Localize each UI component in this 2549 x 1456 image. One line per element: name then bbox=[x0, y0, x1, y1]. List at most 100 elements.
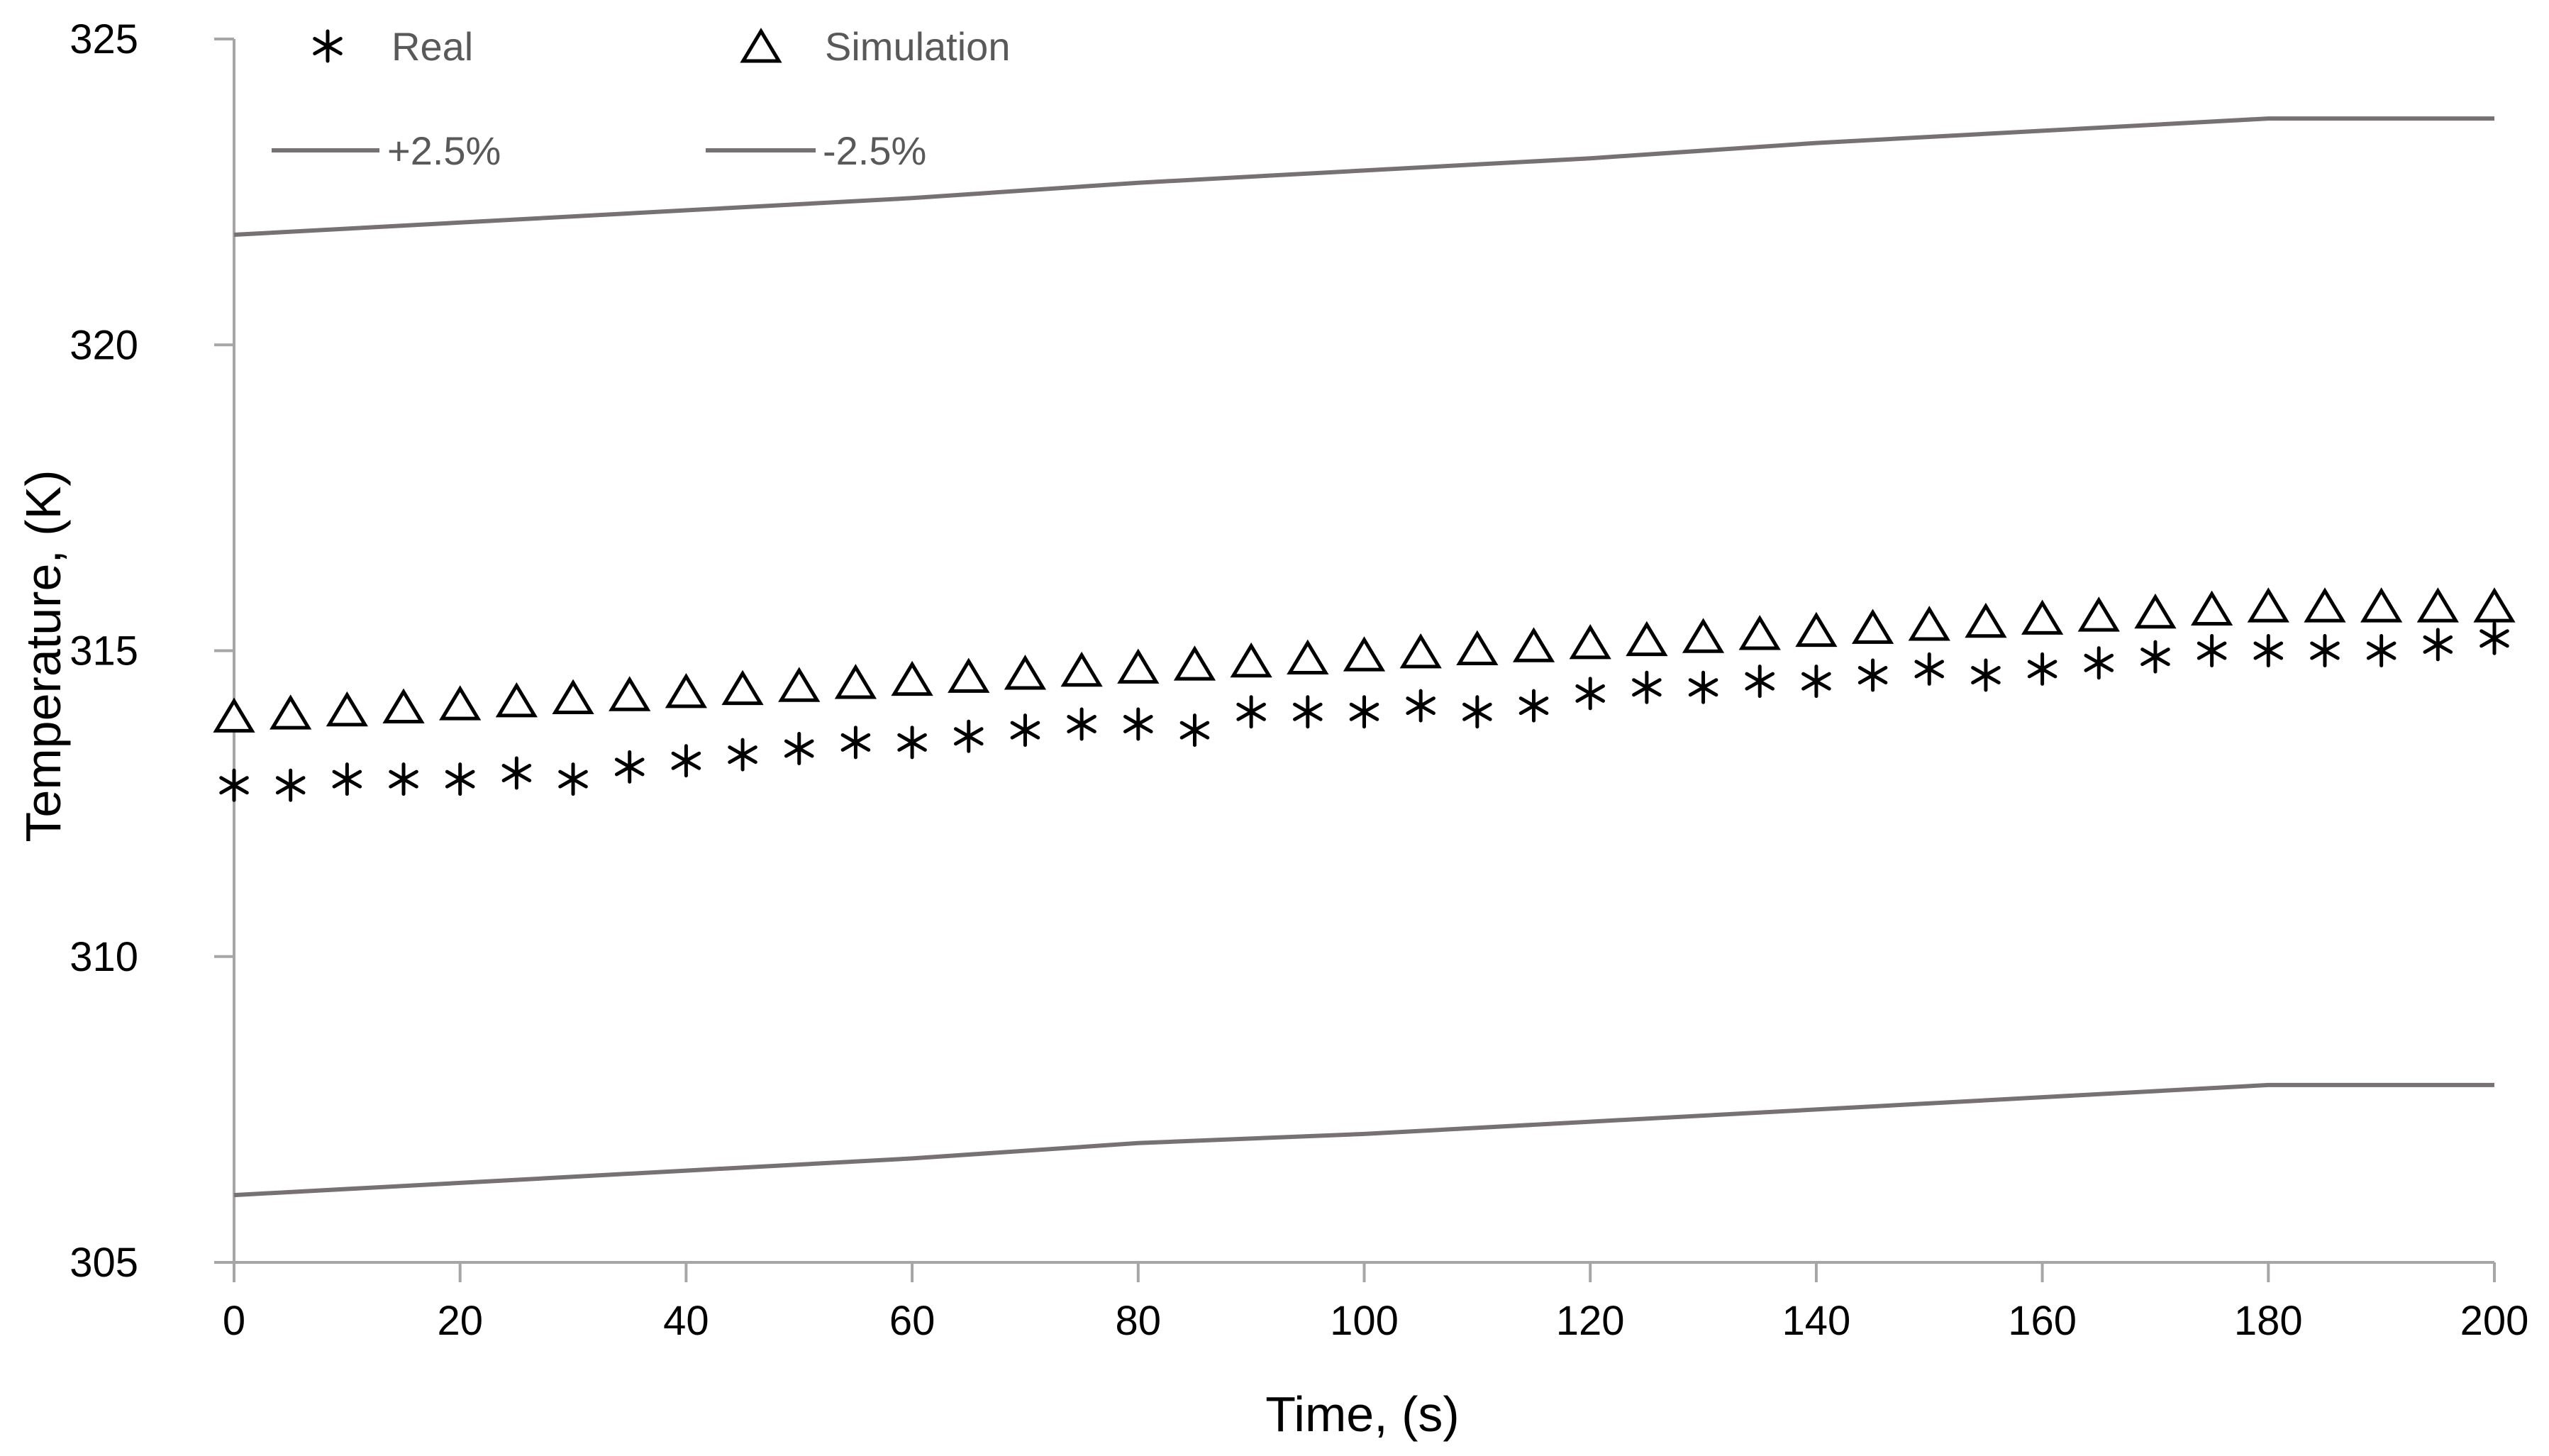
real-point bbox=[1349, 695, 1379, 729]
real-point-stroke bbox=[1857, 666, 1888, 684]
real-point-stroke bbox=[1067, 715, 1096, 733]
real-point bbox=[671, 744, 701, 778]
simulation-point bbox=[2416, 587, 2459, 623]
real-point bbox=[840, 726, 871, 760]
real-point-stroke bbox=[1518, 696, 1549, 716]
x-tick-label: 40 bbox=[663, 1298, 709, 1344]
simulation-point bbox=[2134, 593, 2177, 629]
axes bbox=[214, 38, 2496, 1282]
simulation-point bbox=[1399, 633, 1442, 669]
simulation-point bbox=[834, 664, 877, 699]
simulation-point bbox=[1173, 645, 1216, 681]
simulation-point bbox=[1851, 608, 1894, 644]
real-point bbox=[1293, 695, 1323, 729]
real-point-stroke bbox=[501, 764, 532, 782]
real-point-stroke bbox=[840, 733, 871, 752]
real-point bbox=[1914, 652, 1945, 686]
x-tick-label: 120 bbox=[1556, 1298, 1625, 1344]
real-point-stroke bbox=[2027, 660, 2057, 679]
simulation-point bbox=[2247, 587, 2289, 623]
legend-entry: +2.5% bbox=[272, 128, 501, 173]
simulation-point bbox=[2077, 596, 2120, 632]
simulation-point bbox=[891, 660, 933, 696]
real-point-stroke bbox=[275, 776, 306, 795]
legend-entry: Simulation bbox=[740, 24, 1010, 69]
simulation-point bbox=[1060, 651, 1103, 687]
real-point-stroke bbox=[1688, 678, 1718, 697]
real-point-stroke bbox=[1745, 672, 1775, 691]
simulation-point bbox=[721, 669, 764, 706]
real-point bbox=[2253, 634, 2284, 667]
simulation-point bbox=[1626, 621, 1668, 657]
real-point bbox=[1971, 658, 2001, 692]
simulation-point bbox=[1908, 606, 1950, 641]
real-point-stroke bbox=[2197, 641, 2227, 660]
simulation-point bbox=[552, 679, 594, 714]
real-point bbox=[1745, 665, 1775, 699]
legend-entry: -2.5% bbox=[706, 128, 926, 173]
real-point-stroke bbox=[1406, 696, 1435, 716]
real-point-stroke bbox=[219, 776, 249, 795]
real-point bbox=[332, 762, 362, 796]
real-point bbox=[1179, 713, 1210, 748]
real-point-stroke bbox=[1575, 684, 1605, 703]
simulation-point bbox=[2191, 590, 2233, 626]
y-tick-label: 310 bbox=[70, 934, 138, 980]
x-tick-label: 100 bbox=[1330, 1298, 1399, 1344]
x-axis-title: Time, (s) bbox=[1265, 1386, 1459, 1442]
real-point-stroke bbox=[2366, 641, 2397, 660]
real-point-stroke bbox=[332, 769, 362, 789]
real-point-stroke bbox=[1293, 702, 1323, 721]
y-tick-label: 325 bbox=[70, 16, 138, 62]
simulation-point bbox=[1965, 602, 2007, 638]
x-tick-label: 160 bbox=[2008, 1298, 2077, 1344]
real-point-stroke bbox=[1236, 702, 1266, 721]
simulation-point bbox=[382, 688, 425, 723]
simulation-point bbox=[2473, 587, 2516, 623]
y-tick-label: 320 bbox=[70, 322, 138, 368]
real-point-stroke bbox=[728, 745, 757, 765]
simulation-point bbox=[1738, 615, 1781, 650]
simulation-point bbox=[609, 676, 651, 711]
real-point-stroke bbox=[2479, 629, 2509, 648]
x-tick-label: 140 bbox=[1782, 1298, 1851, 1344]
legend-label: Real bbox=[391, 24, 473, 69]
real-point-stroke bbox=[1349, 702, 1379, 721]
real-point bbox=[1575, 677, 1605, 711]
real-point bbox=[1010, 713, 1040, 748]
simulation-point bbox=[2304, 587, 2346, 623]
real-point bbox=[1801, 665, 1831, 699]
real-point-stroke bbox=[2140, 648, 2170, 667]
band-lines bbox=[233, 116, 2494, 1198]
real-point bbox=[728, 738, 757, 772]
simulation-point bbox=[1287, 639, 1329, 674]
real-point-stroke bbox=[2084, 653, 2114, 672]
x-tick-label: 0 bbox=[223, 1298, 245, 1344]
real-point bbox=[614, 750, 645, 784]
legend-simulation-marker bbox=[740, 28, 782, 63]
simulation-point bbox=[1569, 624, 1611, 660]
real-point-stroke bbox=[445, 769, 475, 789]
real-point bbox=[954, 719, 984, 753]
x-tick-label: 20 bbox=[437, 1298, 483, 1344]
real-point bbox=[1123, 707, 1153, 741]
real-point bbox=[1518, 689, 1549, 723]
simulation-point bbox=[1682, 618, 1725, 653]
real-point bbox=[275, 768, 306, 802]
real-point bbox=[1688, 670, 1718, 704]
real-point-stroke bbox=[671, 751, 701, 770]
real-point bbox=[558, 762, 588, 796]
real-point bbox=[2140, 640, 2170, 674]
real-point-stroke bbox=[2253, 641, 2284, 660]
real-point-stroke bbox=[614, 757, 645, 777]
real-point-stroke bbox=[1801, 672, 1831, 691]
simulation-point bbox=[439, 685, 482, 721]
x-tick-label: 200 bbox=[2460, 1298, 2529, 1344]
simulation-point bbox=[495, 682, 538, 718]
simulation-point bbox=[213, 697, 255, 733]
real-point-stroke bbox=[1914, 660, 1945, 679]
real-point-stroke bbox=[1971, 666, 2001, 684]
real-point bbox=[2366, 634, 2397, 667]
legend: Real Simulation +2.5% -2.5% bbox=[272, 24, 1010, 173]
